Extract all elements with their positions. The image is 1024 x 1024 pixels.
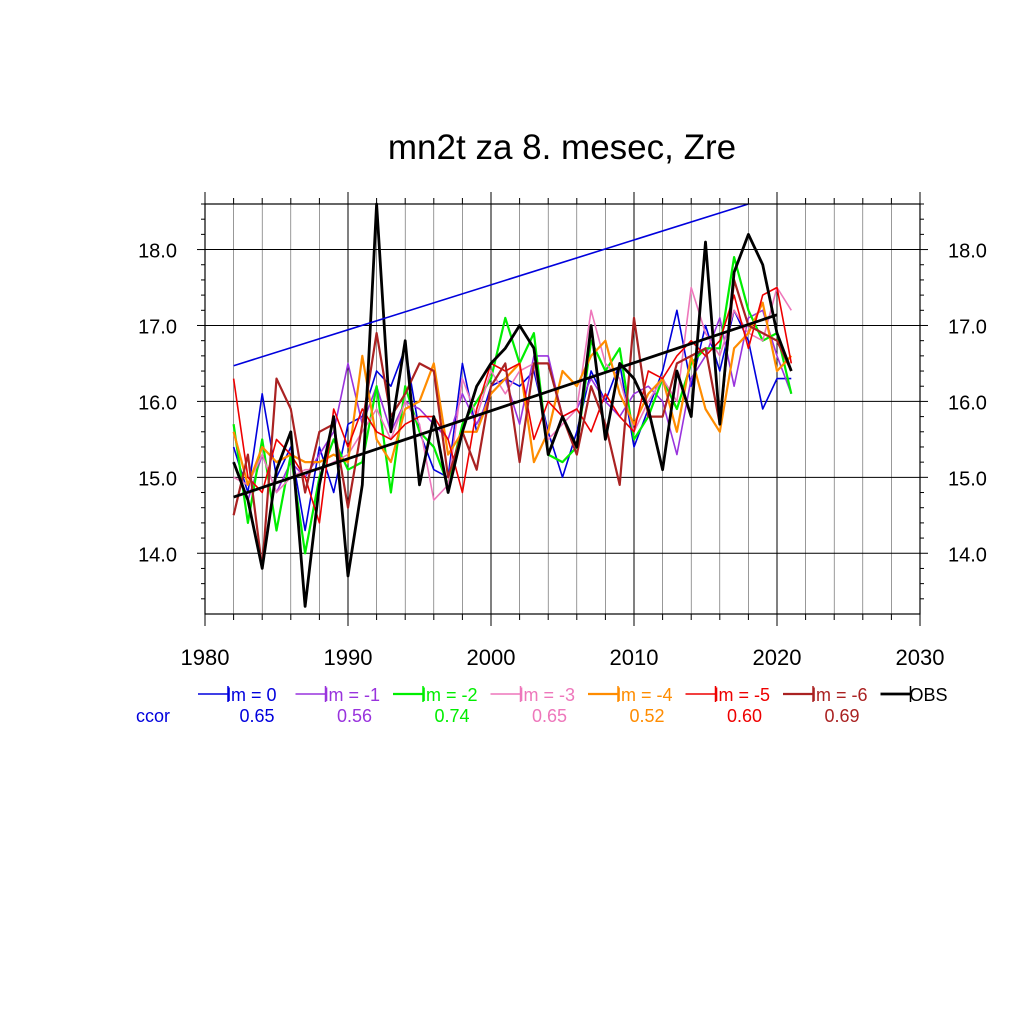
plot-frame — [204, 203, 921, 615]
series-line-1 — [232, 309, 793, 501]
series-line-7 — [232, 202, 793, 608]
x-tick-label: 1990 — [324, 645, 373, 670]
ccor-label: ccor — [136, 706, 170, 726]
series-line-6 — [232, 278, 793, 570]
series-layer — [232, 202, 793, 608]
y-tick-label-left: 18.0 — [138, 241, 177, 263]
ccor-value-2: 0.74 — [434, 706, 469, 726]
y-tick-label-left: 14.0 — [138, 544, 177, 566]
ccor-value-4: 0.52 — [629, 706, 664, 726]
chart-title: mn2t za 8. mesec, Zre — [388, 128, 736, 167]
y-tick-label-right: 15.0 — [948, 468, 987, 490]
x-tick-label: 1980 — [181, 645, 230, 670]
y-tick-label-right: 18.0 — [948, 241, 987, 263]
ccor-value-1: 0.56 — [337, 706, 372, 726]
ccor-value-3: 0.65 — [532, 706, 567, 726]
trend-line-1 — [233, 313, 778, 499]
legend-label-2: lm = -2 — [422, 685, 478, 705]
legend-label-7: OBS — [910, 685, 948, 705]
series-line-4 — [232, 301, 793, 486]
ccor-value-0: 0.65 — [239, 706, 274, 726]
x-tick-label: 2020 — [753, 645, 802, 670]
legend-label-0: lm = 0 — [227, 685, 277, 705]
legend-label-4: lm = -4 — [617, 685, 673, 705]
y-tick-label-right: 14.0 — [948, 544, 987, 566]
x-tick-label: 2010 — [610, 645, 659, 670]
legend-label-3: lm = -3 — [520, 685, 576, 705]
grid-layer — [205, 204, 920, 614]
y-tick-label-left: 15.0 — [138, 468, 177, 490]
ccor-value-6: 0.69 — [824, 706, 859, 726]
axis-layer: 14.0 14.0 15.0 15.0 16.0 16.0 17.0 17.0 18.0 18.0… — [138, 192, 987, 670]
y-tick-label-left: 16.0 — [138, 392, 177, 414]
trend-line-0 — [233, 203, 749, 367]
y-tick-label-right: 17.0 — [948, 316, 987, 338]
ccor-value-5: 0.60 — [727, 706, 762, 726]
legend-label-6: lm = -6 — [812, 685, 868, 705]
legend-label-5: lm = -5 — [715, 685, 771, 705]
y-tick-label-right: 16.0 — [948, 392, 987, 414]
legend-label-1: lm = -1 — [325, 685, 381, 705]
y-tick-label-left: 17.0 — [138, 316, 177, 338]
x-tick-label: 2030 — [896, 645, 945, 670]
x-tick-label: 2000 — [467, 645, 516, 670]
